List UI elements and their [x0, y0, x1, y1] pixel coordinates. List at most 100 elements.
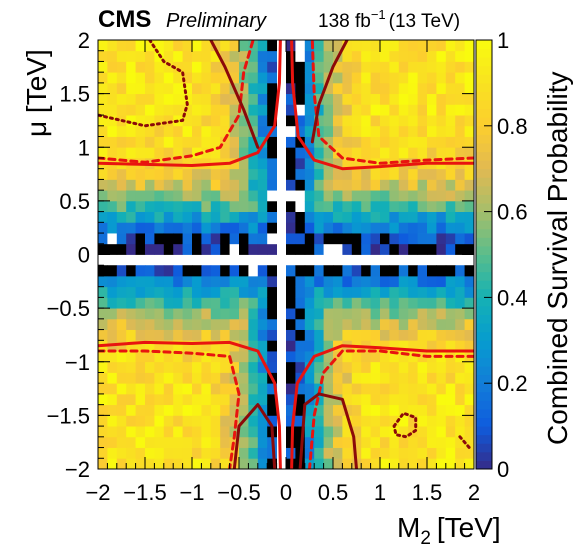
- heatmap-cell: [342, 136, 353, 148]
- heatmap-cell: [436, 318, 447, 330]
- heatmap-cell: [267, 297, 277, 309]
- contour-line-solid: [290, 40, 474, 171]
- heatmap-cell: [436, 275, 447, 288]
- heatmap-cell: [201, 447, 212, 459]
- heatmap-cell: [398, 265, 409, 277]
- heatmap-cell: [257, 104, 268, 116]
- heatmap-cell: [267, 190, 277, 202]
- heatmap-cell: [229, 157, 240, 170]
- heatmap-cell: [107, 211, 118, 223]
- colorbar-segment: [476, 280, 492, 290]
- heatmap-cell: [145, 458, 155, 469]
- heatmap-cell: [126, 72, 136, 84]
- z-tick-label: 0.2: [497, 371, 528, 396]
- heatmap-cell: [417, 297, 428, 309]
- heatmap-cell: [126, 179, 136, 191]
- heatmap-cell: [182, 136, 193, 148]
- heatmap-cell: [370, 136, 381, 148]
- heatmap-cell: [342, 157, 353, 170]
- heatmap-cell: [314, 297, 324, 309]
- heatmap-cell: [267, 308, 277, 320]
- heatmap-cell: [361, 50, 371, 62]
- heatmap-cell: [361, 383, 371, 395]
- heatmap-cell: [351, 200, 362, 212]
- heatmap-cell: [333, 40, 343, 52]
- heatmap-cell: [126, 340, 136, 352]
- heatmap-cell: [210, 168, 221, 180]
- heatmap-cell: [116, 393, 127, 406]
- heatmap-cell: [116, 275, 127, 288]
- heatmap-cell: [398, 243, 409, 255]
- heatmap-cell: [145, 222, 155, 234]
- heatmap-cell: [445, 361, 456, 373]
- heatmap-cell: [361, 351, 371, 363]
- heatmap-cell: [107, 93, 118, 105]
- heatmap-cell: [295, 115, 306, 127]
- heatmap-cell: [98, 190, 108, 202]
- heatmap-cell: [248, 458, 259, 469]
- heatmap-cell: [229, 361, 240, 373]
- heatmap-cell: [380, 308, 390, 320]
- heatmap-cell: [342, 297, 353, 309]
- colorbar-segment: [476, 305, 492, 316]
- heatmap-cell: [370, 308, 381, 320]
- heatmap-cell: [145, 361, 155, 373]
- heatmap-cell: [135, 61, 146, 73]
- heatmap-cell: [173, 61, 183, 73]
- heatmap-cell: [436, 222, 447, 234]
- heatmap-cell: [380, 426, 390, 438]
- heatmap-cell: [417, 211, 428, 223]
- heatmap-cell: [107, 104, 118, 116]
- heatmap-cell: [333, 115, 343, 127]
- y-tick-label: −1.5: [47, 403, 90, 428]
- heatmap-cell: [135, 275, 146, 288]
- heatmap-cell: [116, 447, 127, 459]
- heatmap-cell: [389, 458, 400, 469]
- heatmap-cell: [314, 372, 324, 384]
- z-axis-title: Combined Survival Probability: [542, 71, 573, 445]
- heatmap-cell: [145, 211, 155, 223]
- heatmap-cell: [380, 372, 390, 384]
- heatmap-cell: [107, 125, 118, 137]
- heatmap-cell: [389, 447, 400, 459]
- heatmap-cell: [145, 351, 155, 363]
- heatmap-cell: [427, 93, 437, 105]
- heatmap-cell: [408, 147, 418, 159]
- heatmap-cell: [304, 265, 315, 277]
- heatmap-cell: [445, 147, 456, 159]
- heatmap-cell: [248, 351, 259, 363]
- heatmap-cell: [380, 340, 390, 352]
- heatmap-cell: [323, 458, 334, 469]
- heatmap-cell: [201, 340, 212, 352]
- heatmap-cell: [436, 50, 447, 62]
- heatmap-cell: [229, 72, 240, 84]
- heatmap-cell: [351, 361, 362, 373]
- heatmap-cell: [361, 265, 371, 277]
- heatmap-cell: [182, 351, 193, 363]
- colorbar-segment: [476, 271, 492, 281]
- heatmap-cell: [455, 436, 465, 448]
- heatmap-cell: [417, 50, 428, 62]
- heatmap-cell: [98, 458, 108, 469]
- heatmap-cell: [323, 147, 334, 159]
- heatmap-cell: [126, 61, 136, 73]
- heatmap-cell: [126, 125, 136, 137]
- heatmap-cell: [267, 458, 277, 469]
- heatmap-cell: [220, 50, 230, 62]
- heatmap-cell: [239, 40, 249, 52]
- heatmap-cell: [210, 222, 221, 234]
- heatmap-cell: [163, 125, 174, 137]
- heatmap-cell: [370, 50, 381, 62]
- heatmap-cell: [398, 82, 409, 95]
- heatmap-cell: [267, 447, 277, 459]
- heatmap-cell: [323, 340, 334, 352]
- heatmap-cell: [135, 104, 146, 116]
- heatmap-cell: [380, 179, 390, 191]
- heatmap-cell: [389, 72, 400, 84]
- heatmap-cell: [248, 200, 259, 212]
- heatmap-cell: [107, 115, 118, 127]
- heatmap-cell: [135, 383, 146, 395]
- heatmap-cell: [323, 265, 334, 277]
- colorbar-segment: [476, 220, 492, 230]
- heatmap-cell: [351, 82, 362, 95]
